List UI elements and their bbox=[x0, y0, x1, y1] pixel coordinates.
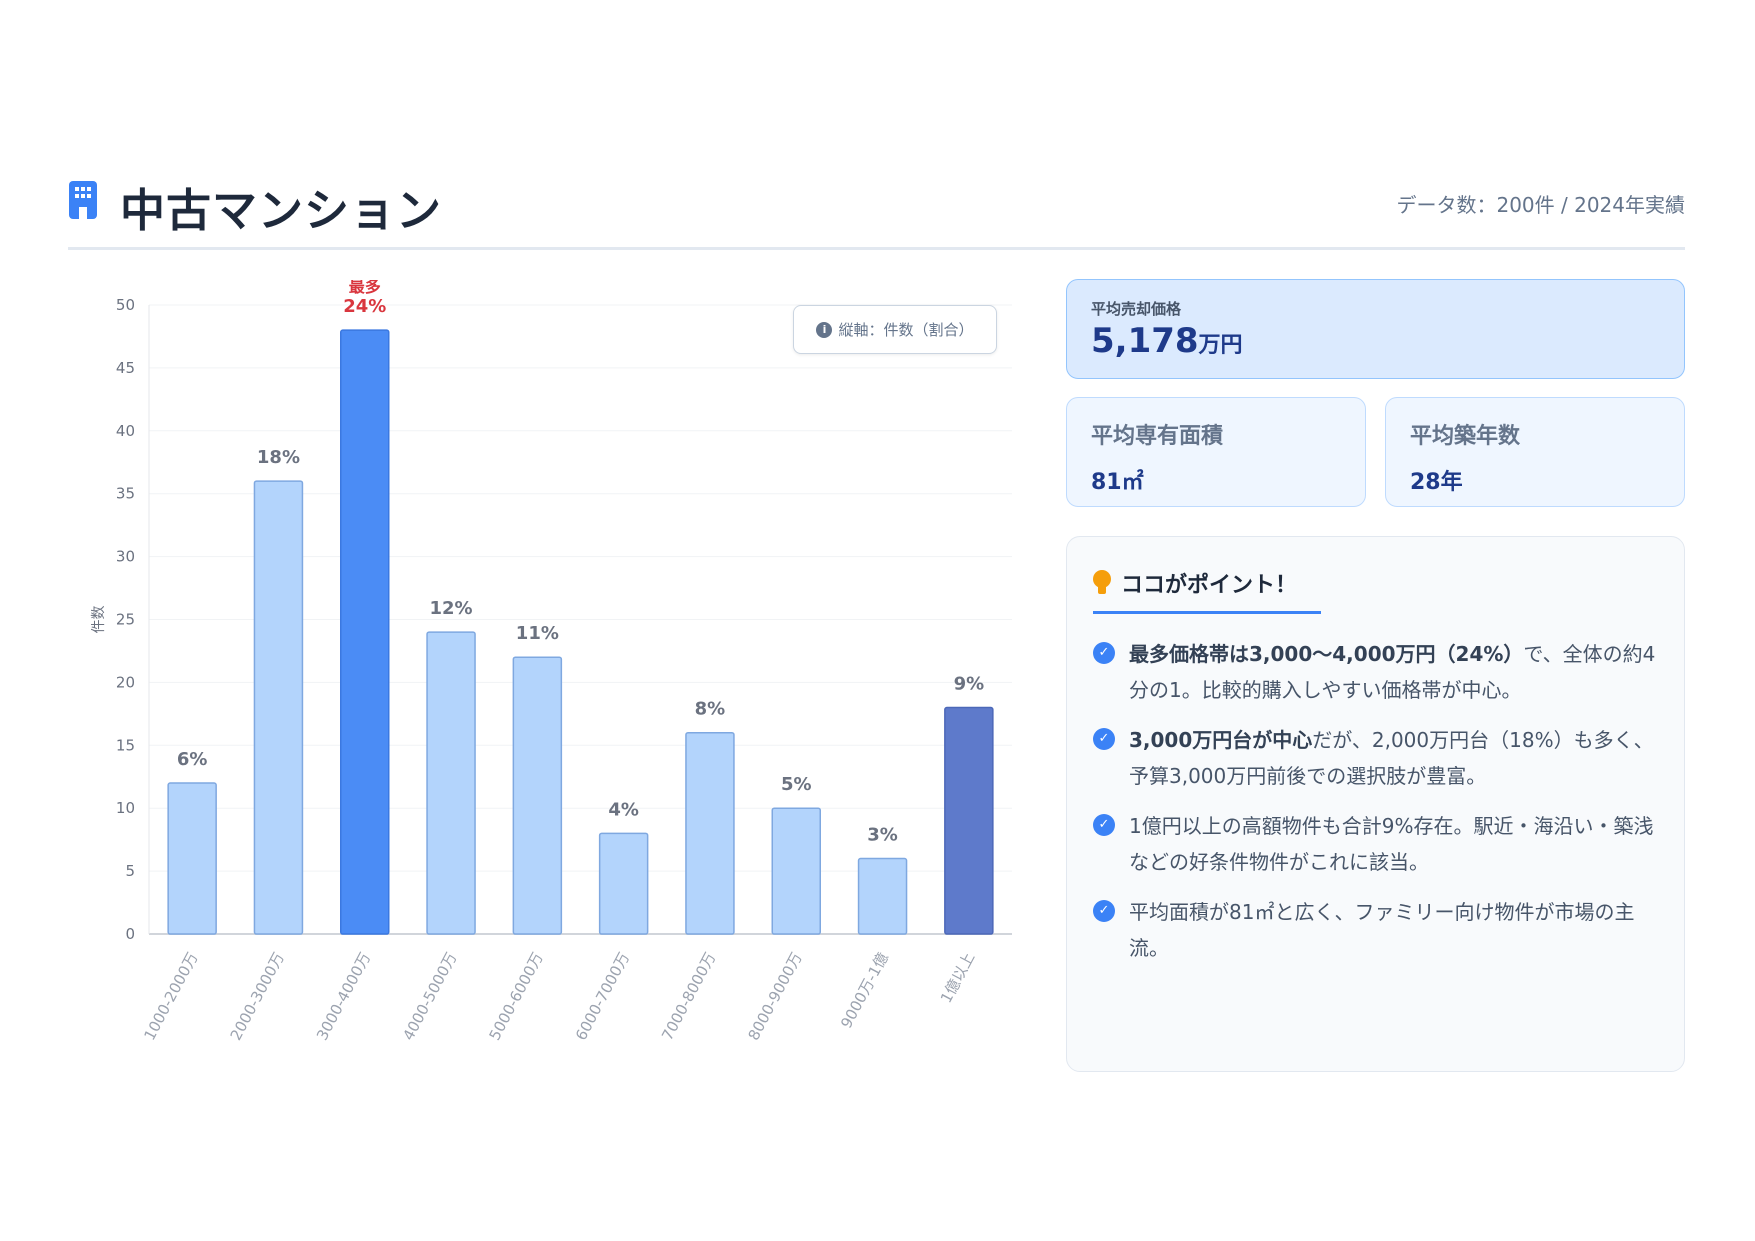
avg-area-card: 平均専有面積 81㎡ bbox=[1066, 397, 1366, 507]
point-text: 3,000万円台が中心だが、2,000万円台（18%）も多く、予算3,000万円… bbox=[1129, 728, 1654, 788]
check-icon: ✓ bbox=[1093, 642, 1115, 664]
axis-note-text: 縦軸：件数（割合） bbox=[838, 321, 974, 339]
bar-1億以上 bbox=[944, 706, 994, 935]
bar-2000-3000万 bbox=[253, 480, 304, 935]
y-tick-label: 35 bbox=[116, 485, 135, 503]
bar-7000-8000万 bbox=[685, 731, 735, 935]
avg-age-card: 平均築年数 28年 bbox=[1385, 397, 1685, 507]
data-label: 24% bbox=[343, 296, 386, 317]
bar-6000-7000万 bbox=[598, 832, 649, 935]
y-tick-label: 20 bbox=[116, 673, 135, 691]
point-text: 1億円以上の高額物件も合計9%存在。駅近・海沿い・築浅などの好条件物件がこれに該… bbox=[1129, 814, 1654, 874]
point-item: ✓ 最多価格帯は3,000〜4,000万円（24%）で、全体の約4分の1。比較的購… bbox=[1093, 636, 1658, 708]
header-divider bbox=[68, 247, 1685, 250]
point-text: 最多価格帯は3,000〜4,000万円（24%）で、全体の約4分の1。比較的購入… bbox=[1129, 642, 1656, 702]
check-icon: ✓ bbox=[1093, 900, 1115, 922]
y-tick-label: 0 bbox=[125, 925, 135, 943]
avg-area-label: 平均専有面積 bbox=[1091, 424, 1224, 449]
data-label: 8% bbox=[695, 699, 726, 720]
data-label: 4% bbox=[608, 799, 639, 820]
point-emphasis: 3,000万円台が中心 bbox=[1129, 728, 1313, 752]
point-emphasis: 最多価格帯は3,000〜4,000万円（24%） bbox=[1129, 642, 1524, 666]
bar-4000-5000万 bbox=[426, 631, 476, 935]
point-text: 平均面積が81㎡と広く、ファミリー向け物件が市場の主流。 bbox=[1129, 900, 1635, 960]
y-tick-label: 45 bbox=[116, 359, 135, 377]
x-tick-label: 4000-5000万 bbox=[399, 949, 460, 1043]
point-item: ✓ 3,000万円台が中心だが、2,000万円台（18%）も多く、予算3,000万… bbox=[1093, 722, 1658, 794]
x-tick-label: 8000-9000万 bbox=[744, 949, 805, 1043]
y-tick-label: 5 bbox=[125, 862, 135, 880]
avg-age-label: 平均築年数 bbox=[1410, 424, 1521, 449]
data-label: 5% bbox=[781, 774, 812, 795]
avg-age-value: 28年 bbox=[1410, 470, 1463, 495]
price-distribution-chart: 0 5 10 15 20 25 30 35 40 45 50 件数 6% 1000-2000万 18% 200… bbox=[91, 280, 1012, 1043]
x-tick-label: 1000-2000万 bbox=[140, 949, 201, 1043]
data-count-meta: データ数：200件 / 2024年実績 bbox=[1396, 193, 1685, 217]
points-list: ✓ 最多価格帯は3,000〜4,000万円（24%）で、全体の約4分の1。比較的購… bbox=[1093, 636, 1658, 966]
data-label: 3% bbox=[867, 825, 898, 846]
check-icon: ✓ bbox=[1093, 814, 1115, 836]
avg-price-card: 平均売却価格 5,178万円 bbox=[1066, 279, 1685, 379]
y-tick-label: 30 bbox=[116, 548, 135, 566]
info-icon: i bbox=[816, 321, 833, 338]
bar-3000-4000万 bbox=[340, 329, 390, 935]
data-label: 12% bbox=[430, 598, 473, 619]
avg-area-value: 81㎡ bbox=[1091, 470, 1144, 495]
y-tick-label: 40 bbox=[116, 422, 135, 440]
check-icon: ✓ bbox=[1093, 728, 1115, 750]
points-panel: ココがポイント！ ✓ 最多価格帯は3,000〜4,000万円（24%）で、全体の約… bbox=[1066, 536, 1685, 1072]
x-tick-label: 3000-4000万 bbox=[313, 949, 374, 1043]
avg-price-label: 平均売却価格 bbox=[1091, 300, 1182, 318]
bar-1000-2000万 bbox=[167, 782, 217, 935]
data-label: 11% bbox=[516, 623, 559, 644]
y-tick-label: 50 bbox=[116, 296, 135, 314]
x-tick-label: 9000万-1億 bbox=[837, 949, 892, 1031]
points-title: ココがポイント！ bbox=[1121, 573, 1298, 598]
y-axis-label: 件数 bbox=[91, 606, 107, 634]
point-item: ✓ 1億円以上の高額物件も合計9%存在。駅近・海沿い・築浅などの好条件物件がこれに… bbox=[1093, 808, 1658, 880]
data-label: 9% bbox=[954, 674, 985, 695]
data-label: 6% bbox=[177, 749, 208, 770]
x-tick-label: 1億以上 bbox=[937, 949, 979, 1006]
bar-5000-6000万 bbox=[512, 656, 563, 935]
x-tick-label: 5000-6000万 bbox=[486, 949, 547, 1043]
y-tick-label: 10 bbox=[116, 799, 135, 817]
highlight-label: 最多 bbox=[349, 280, 381, 296]
data-label: 18% bbox=[257, 447, 300, 468]
lightbulb-icon bbox=[1093, 570, 1111, 596]
point-item: ✓ 平均面積が81㎡と広く、ファミリー向け物件が市場の主流。 bbox=[1093, 894, 1658, 966]
building-icon bbox=[69, 181, 97, 219]
x-tick-label: 2000-3000万 bbox=[227, 949, 288, 1043]
x-tick-label: 7000-8000万 bbox=[658, 949, 719, 1043]
points-heading: ココがポイント！ bbox=[1093, 567, 1322, 614]
bar-8000-9000万 bbox=[771, 807, 821, 935]
y-tick-label: 15 bbox=[116, 736, 135, 754]
axis-note: i 縦軸：件数（割合） bbox=[793, 305, 997, 354]
avg-price-unit: 万円 bbox=[1198, 333, 1243, 358]
page-title: 中古マンション bbox=[120, 184, 443, 237]
y-tick-label: 25 bbox=[116, 611, 135, 629]
avg-price-value: 5,178 bbox=[1091, 321, 1199, 361]
bar-9000万-1億 bbox=[857, 857, 908, 935]
x-tick-label: 6000-7000万 bbox=[572, 949, 633, 1043]
